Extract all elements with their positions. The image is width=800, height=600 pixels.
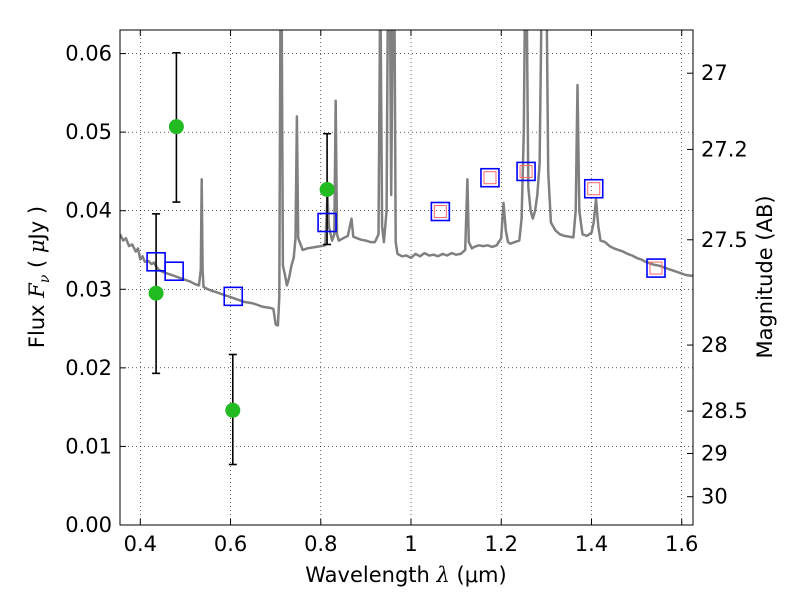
model-photometry-square: [516, 161, 536, 182]
y2-tick-label: 27.2: [701, 137, 748, 161]
y-tick-label: 0.04: [65, 199, 112, 223]
x-tick-label: 0.4: [124, 532, 157, 556]
axis-ticks: 0.4 0.6 0.8 1 1.2 1.4 1.6 0.00 0.01 0.02 0.03 0.04 0…: [65, 30, 748, 556]
y-tick-label: 0.02: [65, 356, 112, 380]
sed-model-line: [120, 30, 693, 327]
x-tick-label: 1.4: [575, 532, 608, 556]
x-tick-label: 1.6: [665, 532, 698, 556]
y-tick-label: 0.03: [65, 277, 112, 301]
model-photometry-square: [646, 258, 666, 278]
grid-lines: [120, 30, 693, 526]
model-photometry-square: [583, 178, 604, 199]
x-axis-label: Wavelength λ (μm): [305, 563, 506, 587]
y-tick-label: 0.01: [65, 434, 112, 458]
model-inner-square: [649, 261, 663, 275]
y2-tick-label: 28: [701, 333, 728, 357]
model-photometry-square: [480, 167, 500, 188]
model-inner-square: [519, 164, 533, 178]
y2-tick-label: 27: [701, 61, 728, 85]
model-inner-square: [587, 182, 601, 196]
model-photometry-square: [164, 261, 184, 282]
plot-area: [120, 30, 693, 466]
model-photometry-square: [317, 212, 337, 233]
detection-point: [168, 119, 184, 135]
y2-tick-label: 28.5: [701, 399, 748, 423]
model-photometry-square: [223, 286, 244, 307]
x-tick-label: 1.2: [485, 532, 518, 556]
detection-point: [148, 285, 164, 301]
y-tick-label: 0.05: [65, 120, 112, 144]
y-tick-label: 0.00: [65, 513, 112, 537]
x-tick-label: 1: [404, 532, 417, 556]
y-tick-label: 0.06: [65, 42, 112, 66]
plot-frame: [119, 29, 694, 526]
plot-background: [120, 30, 693, 525]
y2-tick-label: 30: [701, 485, 728, 509]
x-tick-label: 0.6: [214, 532, 247, 556]
model-photometry-square: [430, 201, 451, 222]
y-axis-label: Flux Fν ( μJy ): [25, 206, 53, 348]
detection-point: [225, 402, 241, 418]
model-inner-square: [433, 205, 447, 218]
model-inner-square: [483, 171, 497, 185]
y2-tick-label: 27.5: [701, 228, 748, 252]
x-tick-label: 0.8: [304, 532, 337, 556]
detection-point: [319, 182, 335, 197]
y2-tick-label: 29: [701, 442, 728, 466]
y2-axis-label: Magnitude (AB): [753, 195, 777, 358]
